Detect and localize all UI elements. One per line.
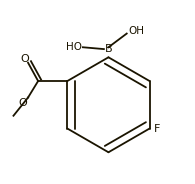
Text: O: O — [20, 54, 29, 65]
Text: OH: OH — [129, 26, 144, 36]
Text: F: F — [154, 123, 160, 134]
Text: B: B — [105, 44, 112, 54]
Text: O: O — [18, 98, 27, 108]
Text: HO: HO — [66, 42, 82, 52]
